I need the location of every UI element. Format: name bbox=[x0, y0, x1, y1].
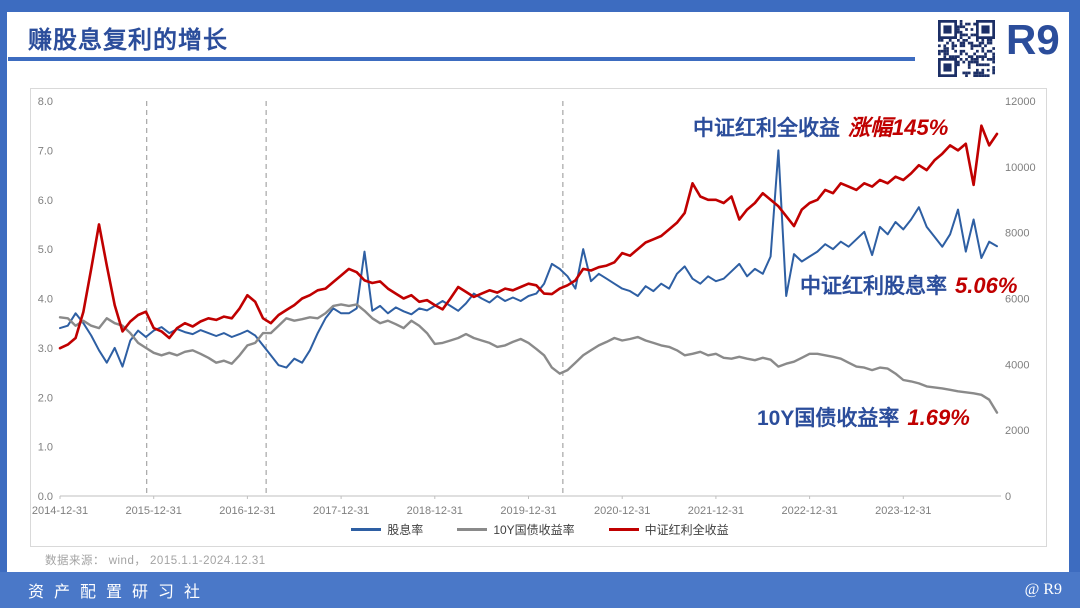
svg-text:10000: 10000 bbox=[1005, 162, 1036, 174]
svg-text:0: 0 bbox=[1005, 491, 1011, 503]
chart-area: 2014-12-31 2015-12-31 2016-12-31 2017-12-31… bbox=[30, 88, 1047, 547]
svg-text:2021-12-31: 2021-12-31 bbox=[688, 505, 744, 517]
annotation-value: 涨幅145% bbox=[848, 115, 949, 140]
footer-credit: @ R9 bbox=[1024, 581, 1062, 598]
left-accent-stripe bbox=[0, 0, 7, 608]
svg-text:12000: 12000 bbox=[1005, 96, 1036, 108]
svg-text:2014-12-31: 2014-12-31 bbox=[32, 505, 88, 517]
legend-item: 股息率 bbox=[351, 521, 423, 538]
annotation-value: 1.69% bbox=[907, 405, 970, 430]
legend-line-swatch-gray bbox=[457, 528, 488, 531]
svg-text:6.0: 6.0 bbox=[38, 195, 53, 207]
svg-text:2.0: 2.0 bbox=[38, 392, 53, 404]
annotation-label: 中证红利股息率 bbox=[800, 275, 947, 298]
annotation-total-return: 中证红利全收益 涨幅145% bbox=[693, 110, 948, 142]
right-accent-stripe bbox=[1069, 12, 1080, 572]
svg-text:2019-12-31: 2019-12-31 bbox=[500, 505, 556, 517]
legend-line-swatch-red bbox=[608, 528, 639, 531]
footer-brand: 资产配置研习社 bbox=[28, 584, 211, 601]
svg-text:2000: 2000 bbox=[1005, 425, 1029, 437]
svg-text:4000: 4000 bbox=[1005, 359, 1029, 371]
legend-item: 中证红利全收益 bbox=[608, 521, 729, 538]
svg-text:0.0: 0.0 bbox=[38, 491, 53, 503]
legend-label: 股息率 bbox=[387, 523, 424, 537]
chart-legend: 股息率 10Y国债收益率 中证红利全收益 bbox=[0, 521, 1080, 538]
svg-text:2020-12-31: 2020-12-31 bbox=[594, 505, 650, 517]
svg-text:2015-12-31: 2015-12-31 bbox=[126, 505, 182, 517]
legend-label: 10Y国债收益率 bbox=[493, 523, 575, 537]
svg-text:7.0: 7.0 bbox=[38, 145, 53, 157]
annotation-value: 5.06% bbox=[955, 273, 1018, 298]
annotation-label: 10Y国债收益率 bbox=[757, 407, 900, 430]
svg-text:8.0: 8.0 bbox=[38, 96, 53, 108]
annotation-treasury-yield: 10Y国债收益率 1.69% bbox=[757, 402, 970, 432]
footer-bar: 资产配置研习社 @ R9 bbox=[0, 572, 1080, 608]
page-title: 赚股息复利的增长 bbox=[28, 27, 228, 54]
svg-text:3.0: 3.0 bbox=[38, 343, 53, 355]
data-source-note: 数据来源： wind， 2015.1.1-2024.12.31 bbox=[45, 555, 266, 567]
legend-line-swatch-blue bbox=[351, 528, 382, 531]
svg-text:2022-12-31: 2022-12-31 bbox=[781, 505, 837, 517]
svg-text:6000: 6000 bbox=[1005, 294, 1029, 306]
qr-code-icon bbox=[938, 20, 995, 77]
svg-text:2017-12-31: 2017-12-31 bbox=[313, 505, 369, 517]
annotation-dividend-yield: 中证红利股息率 5.06% bbox=[800, 270, 1017, 300]
svg-text:4.0: 4.0 bbox=[38, 294, 53, 306]
svg-text:1.0: 1.0 bbox=[38, 442, 53, 454]
svg-text:2016-12-31: 2016-12-31 bbox=[219, 505, 275, 517]
title-underline bbox=[8, 57, 915, 61]
annotation-label: 中证红利全收益 bbox=[693, 117, 840, 140]
line-chart: 2014-12-31 2015-12-31 2016-12-31 2017-12-31… bbox=[32, 96, 1036, 517]
svg-text:8000: 8000 bbox=[1005, 228, 1029, 240]
legend-label: 中证红利全收益 bbox=[644, 523, 729, 537]
svg-text:5.0: 5.0 bbox=[38, 244, 53, 256]
logo-r9: R9 bbox=[1006, 16, 1060, 63]
svg-text:2018-12-31: 2018-12-31 bbox=[407, 505, 463, 517]
svg-text:2023-12-31: 2023-12-31 bbox=[875, 505, 931, 517]
legend-item: 10Y国债收益率 bbox=[457, 521, 575, 538]
top-accent-bar bbox=[0, 0, 1080, 12]
